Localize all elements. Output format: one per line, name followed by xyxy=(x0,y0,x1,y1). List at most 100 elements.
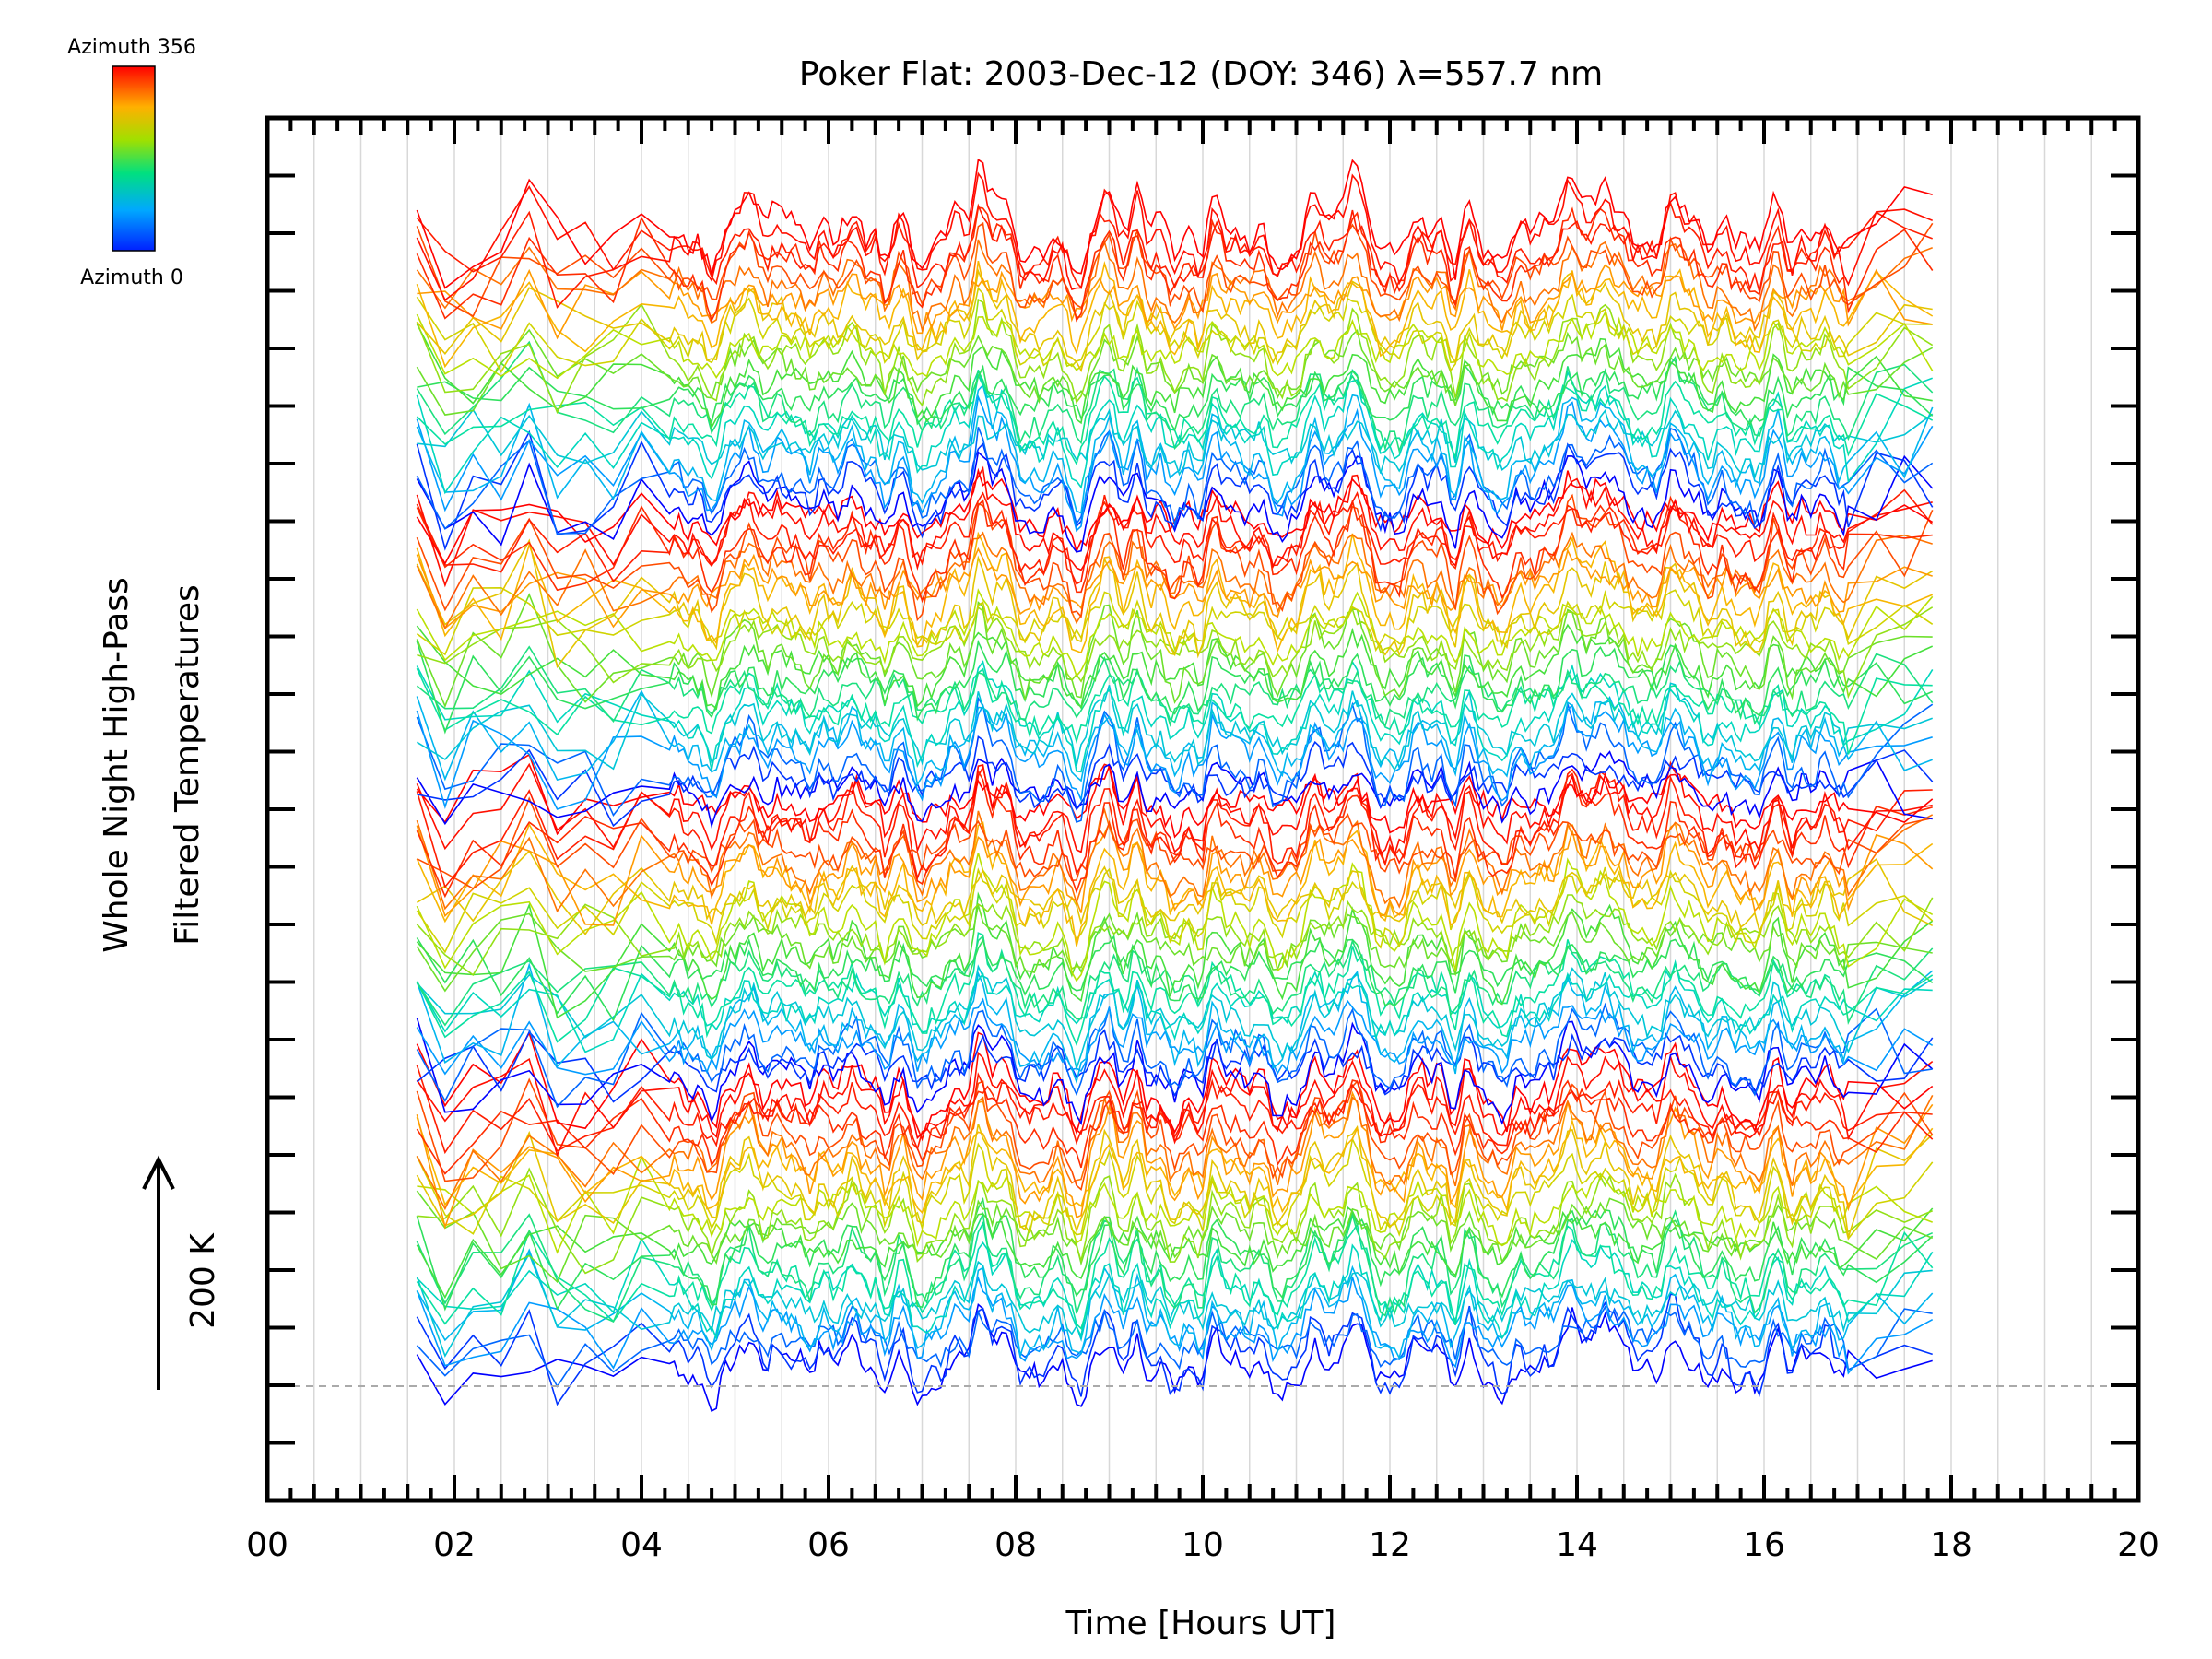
x-tick-label: 20 xyxy=(2117,1526,2159,1564)
azimuth-trace xyxy=(416,934,1934,1022)
azimuth-trace xyxy=(416,1206,1934,1300)
x-tick-label: 00 xyxy=(246,1526,288,1564)
azimuth-trace xyxy=(416,538,1934,669)
azimuth-trace xyxy=(416,853,1934,982)
azimuth-trace xyxy=(416,531,1933,630)
y-axis-label-line-2: Filtered Temperatures xyxy=(169,584,206,946)
chart-title: Poker Flat: 2003-Dec-12 (DOY: 346) λ=557… xyxy=(799,55,1603,93)
azimuth-trace xyxy=(416,450,1934,553)
azimuth-trace xyxy=(417,606,1934,700)
x-tick-label: 06 xyxy=(807,1526,850,1564)
azimuth-trace xyxy=(416,682,1933,771)
azimuth-trace xyxy=(416,368,1934,466)
azimuth-trace xyxy=(416,1293,1933,1406)
traces xyxy=(416,158,1934,1413)
azimuth-trace xyxy=(416,547,1933,629)
azimuth-trace xyxy=(416,934,1934,1027)
azimuth-trace xyxy=(416,1077,1934,1191)
azimuth-trace xyxy=(416,1209,1934,1323)
azimuth-trace xyxy=(417,1167,1934,1275)
azimuth-trace xyxy=(416,206,1934,323)
azimuth-trace xyxy=(416,200,1933,309)
azimuth-trace xyxy=(417,735,1934,828)
azimuth-trace xyxy=(416,1136,1934,1241)
azimuth-trace xyxy=(416,1220,1934,1330)
azimuth-trace xyxy=(416,964,1934,1072)
x-tick-label: 18 xyxy=(1930,1526,1972,1564)
azimuth-trace xyxy=(417,796,1933,890)
azimuth-trace xyxy=(416,1065,1934,1155)
azimuth-trace xyxy=(416,1029,1934,1103)
azimuth-trace xyxy=(416,1051,1934,1158)
x-tick-label: 10 xyxy=(1182,1526,1224,1564)
azimuth-trace xyxy=(416,221,1934,318)
azimuth-trace xyxy=(416,703,1933,810)
azimuth-trace xyxy=(416,1124,1934,1238)
azimuth-trace xyxy=(416,1248,1934,1360)
azimuth-trace xyxy=(416,467,1934,566)
azimuth-trace xyxy=(416,588,1934,678)
azimuth-trace xyxy=(416,1018,1934,1125)
azimuth-trace xyxy=(416,171,1933,301)
azimuth-trace xyxy=(416,158,1933,289)
azimuth-trace xyxy=(416,821,1934,926)
azimuth-trace xyxy=(416,1276,1934,1375)
azimuth-trace xyxy=(416,769,1933,899)
colorbar-bottom-label: Azimuth 0 xyxy=(80,266,183,289)
x-tick-label: 16 xyxy=(1743,1526,1785,1564)
colorbar: Azimuth 356 Azimuth 0 xyxy=(67,36,196,289)
azimuth-trace xyxy=(416,959,1933,1053)
x-tick-labels: 00 02 04 06 08 10 12 14 16 18 20 xyxy=(246,1526,2159,1564)
x-tick-label: 04 xyxy=(620,1526,663,1564)
azimuth-trace xyxy=(416,760,1933,858)
azimuth-trace xyxy=(416,383,1934,514)
x-tick-label: 12 xyxy=(1369,1526,1411,1564)
azimuth-trace xyxy=(416,645,1934,728)
azimuth-trace xyxy=(416,667,1933,755)
azimuth-trace xyxy=(416,1305,1933,1388)
x-tick-label: 14 xyxy=(1556,1526,1598,1564)
azimuth-trace xyxy=(416,531,1934,654)
azimuth-trace xyxy=(417,264,1933,340)
x-ticks xyxy=(265,118,2140,1500)
y-axis-label-line-1: Whole Night High-Pass xyxy=(98,577,135,953)
azimuth-trace xyxy=(416,427,1934,535)
azimuth-trace xyxy=(416,1196,1934,1312)
azimuth-trace xyxy=(416,1030,1934,1140)
azimuth-trace xyxy=(416,394,1934,533)
azimuth-trace xyxy=(416,311,1934,380)
azimuth-trace xyxy=(416,239,1933,333)
x-tick-label: 02 xyxy=(433,1526,476,1564)
azimuth-trace xyxy=(416,1252,1933,1359)
azimuth-trace xyxy=(416,753,1934,839)
azimuth-trace xyxy=(416,696,1934,824)
azimuth-trace xyxy=(416,1190,1934,1284)
azimuth-trace xyxy=(416,765,1933,888)
azimuth-trace xyxy=(416,328,1934,416)
azimuth-trace xyxy=(416,904,1933,993)
azimuth-trace xyxy=(416,820,1934,947)
azimuth-trace xyxy=(416,340,1934,453)
x-axis-label: Time [Hours UT] xyxy=(1065,1605,1336,1642)
scale-arrow xyxy=(142,1155,175,1390)
scale-label: 200 K xyxy=(184,1232,222,1329)
azimuth-trace xyxy=(416,962,1934,1085)
azimuth-trace xyxy=(416,465,1933,588)
azimuth-trace xyxy=(417,357,1934,432)
colorbar-top-label: Azimuth 356 xyxy=(67,36,196,59)
azimuth-trace xyxy=(416,1237,1934,1341)
gridlines xyxy=(313,118,2092,1500)
azimuth-trace xyxy=(416,894,1934,976)
azimuth-trace xyxy=(416,689,1933,787)
azimuth-trace xyxy=(416,370,1933,495)
azimuth-trace xyxy=(417,408,1934,480)
x-tick-label: 08 xyxy=(994,1526,1037,1564)
y-ticks xyxy=(267,173,2138,1445)
azimuth-trace xyxy=(416,1095,1934,1211)
azimuth-trace xyxy=(416,268,1933,373)
azimuth-trace xyxy=(416,298,1934,415)
azimuth-trace xyxy=(416,260,1934,369)
azimuth-trace xyxy=(416,1079,1933,1175)
azimuth-trace xyxy=(416,493,1934,622)
